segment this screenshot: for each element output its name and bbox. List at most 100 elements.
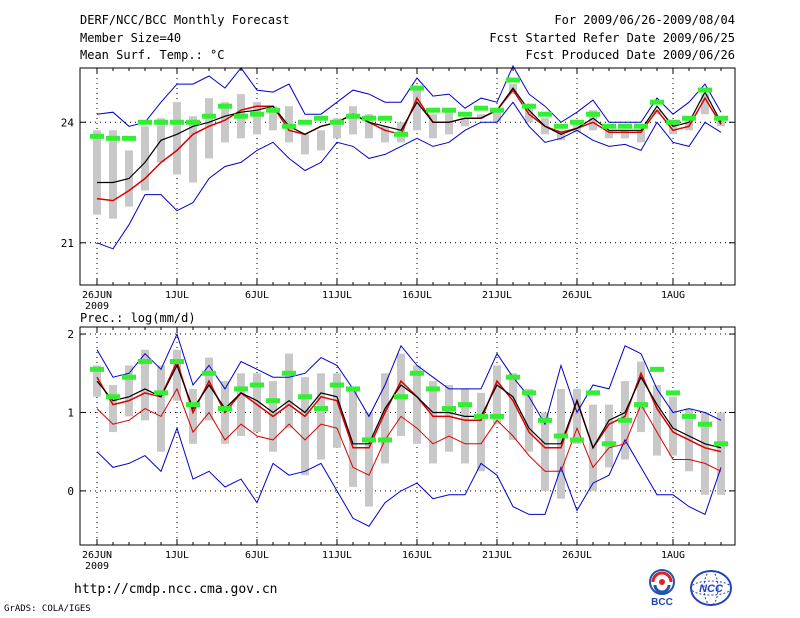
precip-ensemble-marker bbox=[474, 413, 488, 419]
precip-min-line bbox=[96, 426, 722, 527]
precip-ensemble-marker bbox=[618, 417, 632, 423]
temp-spread-bar bbox=[221, 102, 229, 143]
temp-spread-bar bbox=[621, 130, 629, 139]
precip-spread-bar bbox=[189, 388, 197, 444]
temp-spread-bar bbox=[493, 110, 501, 123]
precip-ensemble-marker bbox=[698, 421, 712, 427]
temp-ensemble-marker bbox=[442, 107, 456, 113]
temp-ensemble-marker bbox=[474, 105, 488, 111]
temp-ensemble-marker bbox=[378, 115, 392, 121]
precip-spread-bar bbox=[173, 349, 181, 401]
precip-frame bbox=[79, 326, 736, 546]
temp-spread-bar bbox=[429, 114, 437, 139]
ncc-logo-text: NCC bbox=[699, 583, 724, 595]
precip-spread-bar bbox=[109, 385, 117, 433]
temp-ensemble-marker bbox=[570, 119, 584, 125]
precip-spread-bar bbox=[413, 365, 421, 444]
forecast-produced-date: Fcst Produced Date 2009/06/26 bbox=[525, 48, 735, 62]
precip-xtick-label: 11JUL bbox=[322, 550, 352, 561]
member-size: Member Size=40 bbox=[80, 31, 182, 45]
temp-ensemble-marker bbox=[714, 115, 728, 121]
temp-spread-bar bbox=[365, 114, 373, 139]
precip-ensemble-marker bbox=[442, 406, 456, 412]
temp-spread-bar bbox=[141, 126, 149, 191]
temp-ensemble-marker bbox=[138, 119, 152, 125]
precip-ensemble-marker bbox=[602, 441, 616, 447]
temp-xtick-label: 26JUN bbox=[82, 290, 112, 301]
precip-spread-bar bbox=[365, 412, 373, 507]
precip-ensemble-marker bbox=[250, 382, 264, 388]
bcc-logo: BCC bbox=[649, 569, 675, 608]
chart-title: DERF/NCC/BCC Monthly Forecast bbox=[80, 13, 290, 27]
temp-ensemble-marker bbox=[682, 115, 696, 121]
precip-ensemble-marker bbox=[218, 406, 232, 412]
temp-ensemble-marker bbox=[458, 111, 472, 117]
temp-spread-bar bbox=[333, 118, 341, 139]
source-url[interactable]: http://cmdp.ncc.cma.gov.cn bbox=[74, 582, 278, 597]
temp-spread-bar bbox=[253, 102, 261, 135]
precip-ensemble-marker bbox=[330, 382, 344, 388]
precip-spread-bar bbox=[573, 388, 581, 444]
precip-spread-bar bbox=[637, 361, 645, 433]
temp-max-line bbox=[96, 64, 722, 127]
temp-spread-bar bbox=[685, 118, 693, 131]
precip-ensemble-marker bbox=[634, 402, 648, 408]
temp-ensemble-marker bbox=[170, 119, 184, 125]
precip-ensemble-marker bbox=[106, 394, 120, 400]
precip-ensemble-marker bbox=[378, 437, 392, 443]
temp-ensemble-marker bbox=[634, 123, 648, 129]
temp-xtick-label: 1AUG bbox=[661, 290, 685, 301]
temp-ensemble-marker bbox=[410, 85, 424, 91]
precip-ensemble-marker bbox=[570, 437, 584, 443]
temp-year-label: 2009 bbox=[85, 301, 109, 312]
precip-spread-bar bbox=[541, 412, 549, 491]
temp-ensemble-marker bbox=[282, 123, 296, 129]
precip-spread-bar bbox=[205, 357, 213, 421]
temp-xtick-label: 6JUL bbox=[245, 290, 269, 301]
precip-ensemble-marker bbox=[138, 359, 152, 365]
temp-spread-bar bbox=[173, 102, 181, 175]
precip-spread-bar bbox=[253, 373, 261, 433]
temp-spread-bar bbox=[461, 118, 469, 127]
precip-ensemble-marker bbox=[202, 370, 216, 376]
precip-spread-bar bbox=[301, 377, 309, 476]
precip-panel-title: Prec.: log(mm/d) bbox=[80, 311, 196, 325]
precip-ensemble-marker bbox=[410, 370, 424, 376]
precip-ytick-label: 2 bbox=[67, 328, 74, 341]
precip-year-label: 2009 bbox=[85, 561, 109, 572]
temp-ensemble-marker bbox=[538, 111, 552, 117]
precip-panel: 0 1 2 26JUN 1JUL 6JUL 11JUL 16JUL 21JUL 26JUL 1AUG… bbox=[67, 326, 736, 572]
variable-label: Mean Surf. Temp.: °C bbox=[80, 48, 225, 62]
precip-ensemble-marker bbox=[650, 366, 664, 372]
temp-ensemble-marker bbox=[106, 135, 120, 141]
precip-spread-bar bbox=[237, 373, 245, 436]
temp-ensemble-marker bbox=[314, 115, 328, 121]
temp-spread-bar bbox=[205, 98, 213, 159]
temp-xtick-label: 16JUL bbox=[402, 290, 432, 301]
temp-spread-bar bbox=[477, 114, 485, 119]
precip-ensemble-marker bbox=[170, 359, 184, 365]
temp-ensemble-marker bbox=[218, 103, 232, 109]
precip-ytick-label: 0 bbox=[67, 485, 74, 498]
precip-ensemble-marker bbox=[346, 386, 360, 392]
precip-xtick-label: 6JUL bbox=[245, 550, 269, 561]
ncc-logo: NCC bbox=[690, 570, 732, 606]
precip-spread-bar bbox=[429, 381, 437, 464]
precip-ensemble-marker bbox=[538, 417, 552, 423]
precip-spread-bar bbox=[525, 388, 533, 452]
temp-ytick-label: 21 bbox=[61, 237, 74, 250]
temp-ensemble-marker bbox=[698, 87, 712, 93]
temp-frame bbox=[79, 67, 736, 286]
temp-ensemble-marker bbox=[186, 119, 200, 125]
precip-spread-bar bbox=[333, 373, 341, 448]
temp-spread-bar bbox=[605, 130, 613, 139]
temp-ensemble-marker bbox=[490, 107, 504, 113]
grads-credit: GrADS: COLA/IGES bbox=[4, 604, 91, 614]
temp-ensemble-marker bbox=[506, 77, 520, 83]
precip-xtick-label: 1JUL bbox=[165, 550, 189, 561]
temp-spread-bar bbox=[269, 106, 277, 131]
temp-min-line bbox=[96, 101, 722, 250]
temp-ensemble-marker bbox=[522, 103, 536, 109]
precip-spread-bar bbox=[461, 388, 469, 464]
